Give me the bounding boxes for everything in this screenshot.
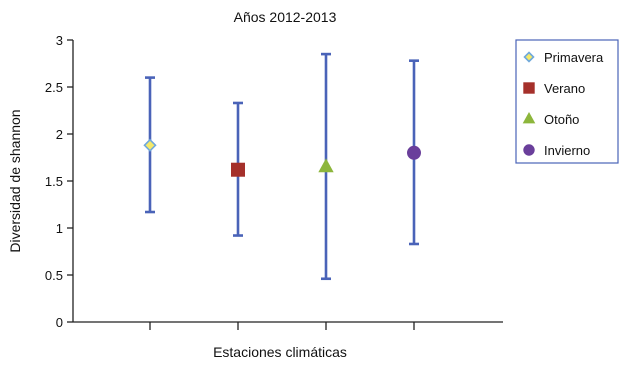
legend: Primavera Verano Otoño Invierno	[515, 39, 619, 164]
y-tick-label: 2.5	[45, 80, 63, 95]
x-axis-label: Estaciones climáticas	[213, 344, 347, 360]
y-tick-label: 1	[56, 221, 63, 236]
legend-label: Primavera	[544, 50, 604, 65]
legend-label: Otoño	[544, 112, 579, 127]
legend-marker	[523, 51, 535, 63]
plot-area: 0 0.5 1 1.5 2 2.5 3	[45, 33, 503, 330]
point-verano	[231, 162, 245, 177]
legend-label: Invierno	[544, 143, 590, 158]
y-axis-label: Diversidad de shannon	[7, 109, 23, 252]
y-tick-label: 2	[56, 127, 63, 142]
y-tick-label: 0.5	[45, 268, 63, 283]
y-tick-label: 1.5	[45, 174, 63, 189]
point-otoo	[318, 158, 334, 173]
legend-marker	[523, 82, 535, 94]
legend-box	[515, 39, 619, 164]
chart-title: Años 2012-2013	[234, 9, 337, 25]
y-tick-label: 3	[56, 33, 63, 48]
y-tick-label: 0	[56, 315, 63, 330]
legend-marker	[523, 144, 535, 156]
point-primavera	[143, 138, 157, 152]
legend-label: Verano	[544, 81, 585, 96]
legend-marker	[522, 111, 536, 124]
point-invierno	[407, 145, 421, 160]
